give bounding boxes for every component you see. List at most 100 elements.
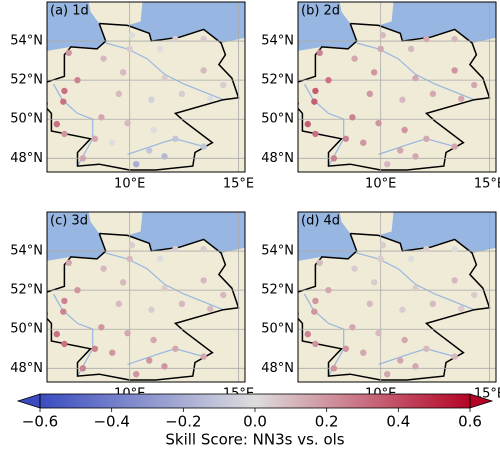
station [148, 96, 155, 103]
station [60, 98, 67, 105]
panel-frame [297, 211, 497, 383]
station [397, 147, 404, 154]
river [356, 42, 475, 101]
station [109, 139, 116, 146]
station [161, 285, 168, 292]
station [172, 135, 179, 142]
station [124, 119, 131, 127]
station [412, 153, 419, 160]
river [356, 252, 475, 311]
station [316, 259, 323, 267]
station [379, 242, 387, 249]
sea [127, 212, 245, 253]
colorbar-tick-label: 0.6 [458, 413, 482, 431]
station [61, 130, 68, 138]
station [471, 291, 478, 299]
station [200, 67, 207, 74]
station [451, 245, 458, 253]
x-tick-label: 15°E [223, 177, 254, 192]
y-tick-label: 50°N [10, 112, 43, 127]
river [52, 83, 94, 167]
station [375, 119, 382, 127]
sea [298, 2, 357, 51]
station [172, 345, 179, 352]
station [397, 357, 404, 364]
station [351, 265, 358, 272]
river [105, 42, 224, 101]
station [330, 155, 338, 162]
sea [298, 212, 357, 261]
station [399, 306, 406, 313]
colorbar-tick-label: −0.6 [22, 413, 58, 431]
sea [47, 2, 106, 51]
station [150, 126, 157, 134]
y-tick-label: 50°N [261, 112, 294, 127]
station [312, 340, 319, 348]
panel-frame [46, 1, 246, 173]
station [146, 147, 153, 154]
station [100, 265, 107, 272]
station [178, 300, 186, 308]
x-tick-label: 10°E [114, 177, 145, 192]
station [91, 345, 99, 352]
colorbar-tick-label: −0.4 [93, 413, 129, 431]
y-tick-label: 54°N [10, 244, 43, 259]
station [128, 242, 136, 249]
station [366, 90, 374, 98]
station [150, 336, 157, 344]
station [119, 69, 127, 76]
station [342, 345, 350, 352]
station [370, 69, 378, 76]
station [384, 370, 391, 378]
station [161, 363, 168, 370]
station [126, 255, 133, 263]
station [91, 135, 99, 142]
station [124, 329, 131, 337]
y-tick-label: 50°N [10, 322, 43, 337]
colorbar [40, 394, 470, 408]
y-tick-label: 52°N [261, 283, 294, 298]
station [304, 330, 311, 338]
map-panel [47, 2, 245, 172]
station [156, 45, 164, 53]
station [156, 255, 164, 263]
station [451, 67, 458, 74]
station [451, 277, 458, 284]
station [330, 365, 338, 372]
map-panel [47, 212, 245, 382]
station [200, 143, 207, 150]
station [312, 130, 319, 138]
panel-frame [46, 211, 246, 383]
station [128, 32, 136, 39]
station [206, 305, 214, 312]
river [303, 83, 345, 167]
panel-title: (a) 1d [50, 4, 89, 19]
river [378, 138, 455, 155]
sea [47, 212, 106, 261]
panel-title: (d) 4d [301, 214, 340, 229]
station [451, 143, 458, 150]
x-tick-label: 15°E [474, 177, 500, 192]
station [133, 370, 140, 378]
station [109, 349, 116, 356]
y-tick-label: 52°N [261, 73, 294, 88]
station [451, 353, 458, 360]
station [471, 81, 478, 89]
station [61, 87, 68, 95]
x-tick-label: 10°E [365, 177, 396, 192]
colorbar-extend [16, 393, 41, 409]
station [220, 291, 227, 299]
station [312, 87, 319, 95]
station [316, 49, 323, 57]
station [172, 35, 179, 43]
station [65, 259, 72, 267]
station [178, 90, 186, 98]
station [146, 357, 153, 364]
station [412, 285, 419, 292]
station [126, 45, 133, 53]
station [349, 324, 356, 331]
station [172, 245, 179, 253]
station [61, 340, 68, 348]
station [79, 155, 87, 162]
